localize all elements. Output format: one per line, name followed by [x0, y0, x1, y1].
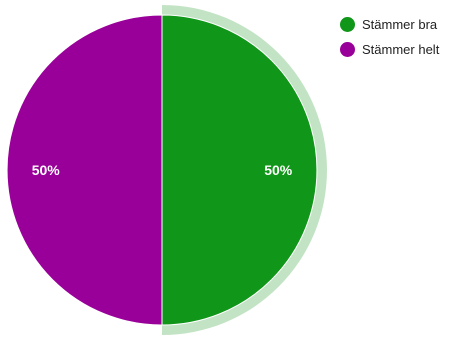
legend-item-stammer-helt[interactable]: Stämmer helt [340, 39, 439, 59]
legend-item-stammer-bra[interactable]: Stämmer bra [340, 14, 439, 34]
legend-label-stammer-bra: Stämmer bra [362, 16, 438, 32]
data-label-stammer-helt: 50% [32, 162, 61, 178]
pie-slice-stammer-helt[interactable] [6, 14, 163, 326]
pie-slice-stammer-bra[interactable] [161, 14, 318, 326]
legend-swatch-stammer-bra [340, 16, 355, 32]
legend-swatch-stammer-helt [340, 41, 355, 57]
legend-label-stammer-helt: Stämmer helt [362, 41, 440, 57]
legend: Stämmer bra Stämmer helt [340, 14, 439, 64]
data-label-stammer-bra: 50% [264, 162, 293, 178]
